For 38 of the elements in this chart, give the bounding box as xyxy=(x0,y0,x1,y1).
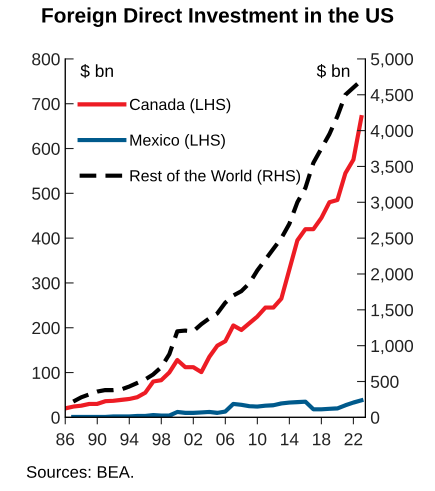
y2-tick-label: 2,000 xyxy=(371,268,414,282)
y-tick-label: 700 xyxy=(32,98,60,110)
x-tick-label: 02 xyxy=(184,433,202,446)
y2-tick-label: 4,500 xyxy=(370,88,414,104)
x-tick-label: 98 xyxy=(152,433,170,446)
y-tick-label: 400 xyxy=(32,232,60,245)
x-tick-label: 94 xyxy=(120,433,138,446)
source-note: Sources: BEA. xyxy=(26,466,133,478)
line-series xyxy=(71,398,364,418)
y-tick-label: 500 xyxy=(32,188,60,200)
y-tick-label: 300 xyxy=(32,277,60,290)
y-tick-label: 600 xyxy=(32,142,60,155)
x-tick-label: 14 xyxy=(281,433,299,446)
x-tick-label: 90 xyxy=(88,433,106,446)
x-tick-label: 10 xyxy=(249,433,266,446)
legend-label: Mexico (LHS) xyxy=(130,134,225,149)
x-tick-label: 22 xyxy=(344,433,362,446)
y2-tick-label: 1,000 xyxy=(372,340,414,354)
y2-tick-label: 3,500 xyxy=(370,160,414,175)
y2-tick-label: 4,000 xyxy=(370,124,414,140)
x-tick-label: 06 xyxy=(216,433,234,446)
y-axis-title: $ bn xyxy=(80,64,113,78)
y2-axis-title: $ bn xyxy=(316,64,350,78)
legend-label: Canada (LHS) xyxy=(130,98,230,114)
x-tick-label: 18 xyxy=(313,433,330,446)
y-tick-label: 200 xyxy=(32,322,60,334)
chart-title: Foreign Direct Investment in the US xyxy=(42,7,394,27)
x-tick-label: 86 xyxy=(56,433,74,446)
y2-tick-label: 3,000 xyxy=(370,196,414,211)
y2-tick-label: 500 xyxy=(370,376,399,388)
y2-tick-label: 1,500 xyxy=(372,304,414,318)
y2-tick-label: 5,000 xyxy=(370,53,414,68)
y2-tick-label: 2,500 xyxy=(371,232,414,247)
y-tick-label: 800 xyxy=(32,53,60,66)
y-tick-label: 100 xyxy=(32,366,60,380)
y-tick-label: 0 xyxy=(51,412,60,424)
y2-tick-label: 0 xyxy=(370,412,380,424)
legend-label: Rest of the World (RHS) xyxy=(130,170,300,185)
